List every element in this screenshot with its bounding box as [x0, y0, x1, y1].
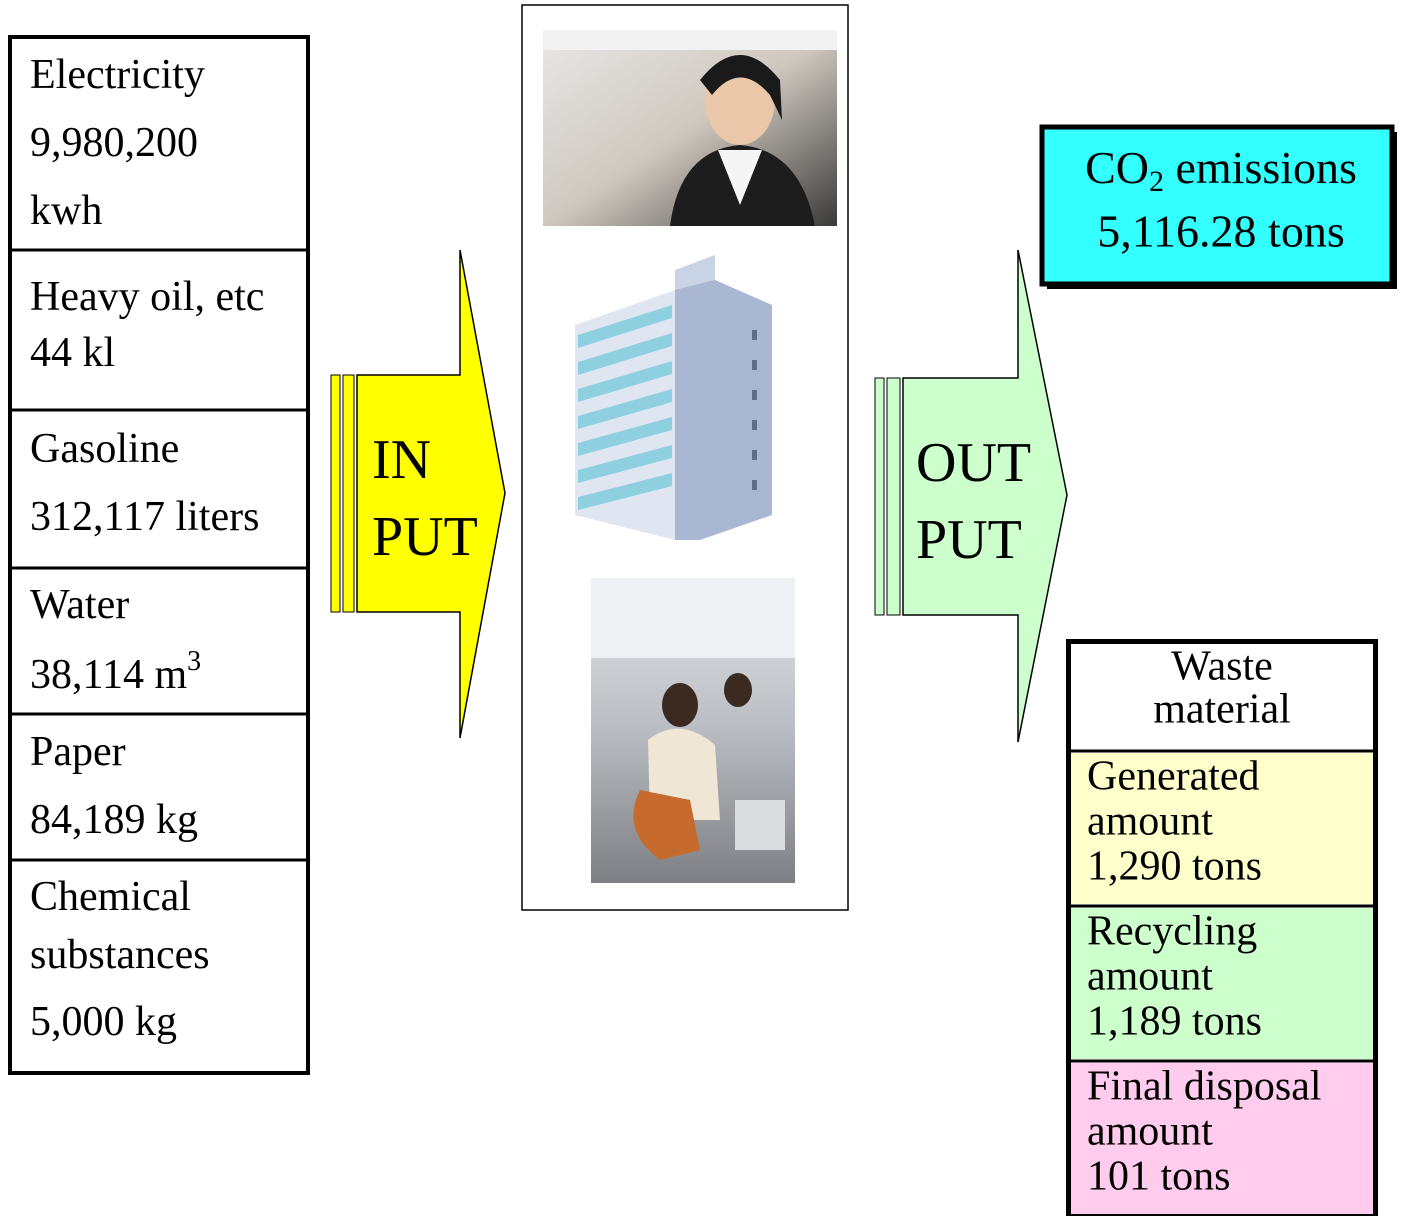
- output-arrow: [875, 250, 1067, 742]
- co2-amount: 5,116.28 tons: [1097, 206, 1344, 257]
- waste-text: Recycling: [1087, 909, 1257, 955]
- waste-text: Generated: [1087, 754, 1260, 800]
- co2-suffix: emissions: [1164, 142, 1357, 193]
- output-label: OUT: [916, 432, 1031, 494]
- waste-text: 1,189 tons: [1087, 999, 1262, 1045]
- input-text: 44 kl: [30, 330, 115, 376]
- input-line: Chemical: [30, 874, 191, 920]
- waste-text: amount: [1087, 799, 1213, 845]
- input-text: substances: [30, 932, 210, 978]
- input-arrow: [331, 250, 505, 738]
- input-line: 312,117 liters: [30, 494, 259, 540]
- waste-text: Final disposal: [1087, 1064, 1322, 1110]
- input-line: Water: [30, 582, 129, 628]
- waste-text: 1,290 tons: [1087, 844, 1262, 890]
- photo-operator: [543, 30, 837, 226]
- input-text: 38,114 m3: [30, 646, 201, 697]
- input-line: Gasoline: [30, 426, 179, 472]
- input-line: substances: [30, 932, 210, 978]
- co2-title: CO2 emissions: [1085, 142, 1357, 198]
- waste-text: amount: [1087, 954, 1213, 1000]
- input-line: Paper: [30, 729, 126, 775]
- diagram: Electricity 9,980,200 kwh Heavy oil, etc 44 …: [0, 0, 1411, 1216]
- input-sup: 3: [187, 646, 201, 677]
- input-text: kwh: [30, 188, 102, 234]
- input-text: 9,980,200: [30, 120, 198, 166]
- input-text: Electricity: [30, 52, 205, 98]
- co2-sub: 2: [1149, 165, 1164, 198]
- photo-office: [591, 578, 795, 883]
- waste-text: amount: [1087, 1109, 1213, 1155]
- input-label: IN: [372, 429, 431, 491]
- input-text: 84,189 kg: [30, 797, 198, 843]
- input-text: Chemical: [30, 874, 191, 920]
- waste-title: material: [1153, 687, 1291, 733]
- waste-title: Waste: [1171, 644, 1273, 690]
- input-text: 5,000 kg: [30, 999, 177, 1045]
- co2-prefix: CO: [1085, 142, 1149, 193]
- input-line: 44 kl: [30, 330, 115, 376]
- input-text: Paper: [30, 729, 126, 775]
- input-line: Heavy oil, etc: [30, 274, 264, 320]
- input-line: Electricity: [30, 52, 205, 98]
- input-line: 5,000 kg: [30, 999, 177, 1045]
- input-line: kwh: [30, 188, 102, 234]
- input-text: Heavy oil, etc: [30, 274, 264, 320]
- input-line: 84,189 kg: [30, 797, 198, 843]
- input-line: 9,980,200: [30, 120, 198, 166]
- input-text: Gasoline: [30, 426, 179, 472]
- output-label: PUT: [916, 509, 1022, 571]
- input-label: PUT: [372, 506, 478, 568]
- input-text: Water: [30, 582, 129, 628]
- waste-text: 101 tons: [1087, 1154, 1231, 1200]
- input-text: 312,117 liters: [30, 494, 259, 540]
- input-line: 38,114 m: [30, 652, 187, 698]
